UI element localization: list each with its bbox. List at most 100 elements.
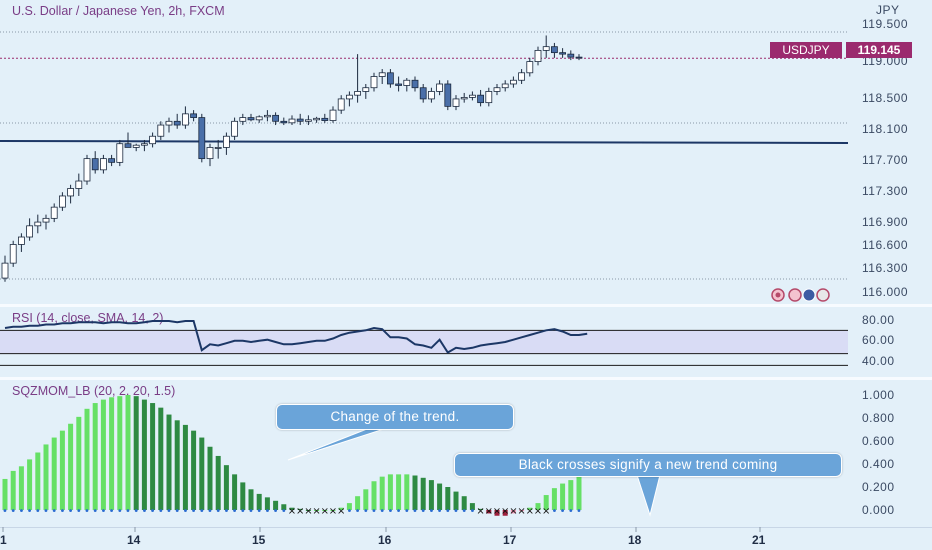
- momentum-bar: [576, 475, 582, 510]
- momentum-bar: [437, 483, 443, 510]
- momentum-bar: [305, 510, 311, 511]
- momentum-bar: [27, 459, 33, 510]
- candle-body: [460, 97, 468, 100]
- trend-change-callout[interactable]: Change of the trend.: [276, 404, 514, 430]
- momentum-bar: [396, 474, 402, 510]
- new-trend-callout[interactable]: Black crosses signify a new trend coming: [454, 453, 842, 477]
- momentum-bar: [240, 482, 246, 510]
- momentum-bar: [109, 397, 115, 510]
- squeeze-cross-mark: ×: [476, 506, 484, 517]
- candle-body: [173, 120, 181, 126]
- rsi-line: [4, 320, 588, 354]
- squeeze-dot-mark: •: [35, 506, 41, 517]
- squeeze-dot-mark: •: [2, 506, 8, 517]
- squeeze-dot-mark: •: [379, 506, 385, 517]
- candle-body: [280, 120, 288, 124]
- squeeze-cross-mark: ×: [534, 506, 542, 517]
- momentum-bar: [330, 510, 336, 511]
- candle-body: [551, 46, 558, 54]
- squeeze-dot-mark: •: [355, 506, 361, 517]
- momentum-bar: [404, 474, 410, 510]
- sqzmom-axis[interactable]: [848, 380, 932, 528]
- momentum-bar: [117, 396, 123, 510]
- candle-body: [395, 83, 403, 86]
- momentum-bar: [43, 444, 49, 510]
- squeeze-dot-mark: •: [43, 506, 49, 517]
- momentum-bar: [289, 507, 295, 510]
- squeeze-dot-mark: •: [174, 506, 180, 517]
- candle-body: [132, 144, 140, 148]
- sqzmom-tick-label: 0.800: [862, 411, 895, 425]
- candle-body: [329, 109, 337, 121]
- momentum-bar: [486, 510, 492, 514]
- sqzmom-tick-label: 0.000: [862, 503, 895, 517]
- momentum-bar: [469, 503, 475, 510]
- momentum-bar: [387, 474, 393, 510]
- last-price-tag: 119.145: [846, 42, 912, 58]
- momentum-bar: [207, 446, 213, 510]
- candle-body: [452, 98, 460, 107]
- squeeze-cross-mark: ×: [304, 506, 312, 517]
- candle-body: [149, 135, 157, 145]
- momentum-bar: [248, 489, 254, 510]
- candle-body: [370, 76, 378, 89]
- squeeze-cross-mark: ×: [509, 506, 517, 517]
- economic-events-icon-glyph: [771, 288, 830, 302]
- pane-separator[interactable]: [0, 304, 932, 307]
- pane-separator[interactable]: [0, 377, 932, 380]
- momentum-bar: [51, 437, 57, 510]
- date-label: 14: [127, 533, 141, 547]
- candle-body: [1, 262, 9, 279]
- price-pane[interactable]: [0, 0, 848, 304]
- momentum-bar: [297, 508, 303, 510]
- squeeze-dot-mark: •: [92, 506, 98, 517]
- squeeze-cross-mark: ×: [517, 506, 525, 517]
- momentum-bar: [502, 510, 508, 516]
- squeeze-dot-mark: •: [18, 506, 24, 517]
- squeeze-dot-mark: •: [346, 506, 352, 517]
- squeeze-dot-mark: •: [133, 506, 139, 517]
- candle-body: [42, 217, 50, 223]
- squeeze-cross-mark: ×: [542, 506, 550, 517]
- squeeze-dot-mark: •: [248, 506, 254, 517]
- momentum-bar: [535, 503, 541, 510]
- candle-body: [444, 83, 452, 107]
- candle-body: [337, 98, 345, 111]
- squeeze-dot-mark: •: [576, 506, 582, 517]
- squeeze-cross-mark: ×: [501, 506, 509, 517]
- momentum-bar: [510, 510, 516, 514]
- trend-change-pointer: [287, 426, 391, 461]
- candle-body: [17, 236, 25, 245]
- squeeze-dot-mark: •: [560, 506, 566, 517]
- squeeze-dot-mark: •: [150, 506, 156, 517]
- candle-body: [206, 147, 214, 160]
- price-tick-label: 117.700: [862, 153, 908, 167]
- momentum-bar: [371, 481, 377, 510]
- candle-body: [214, 147, 222, 149]
- momentum-bar: [355, 496, 361, 510]
- squeeze-dot-mark: •: [281, 506, 287, 517]
- momentum-bar: [527, 507, 533, 510]
- momentum-bar: [18, 466, 24, 510]
- momentum-bar: [92, 403, 98, 510]
- candle-body: [509, 79, 517, 85]
- price-tick-label: 116.300: [862, 261, 908, 275]
- squeeze-dot-mark: •: [363, 506, 369, 517]
- new-trend-pointer: [636, 474, 661, 517]
- squeeze-dot-mark: •: [223, 506, 229, 517]
- economic-events-icon[interactable]: [768, 287, 842, 303]
- momentum-bar: [84, 408, 90, 510]
- squeeze-cross-mark: ×: [312, 506, 320, 517]
- candle-body: [255, 116, 263, 121]
- candle-body: [345, 94, 353, 100]
- squeeze-dot-mark: •: [551, 506, 557, 517]
- sqzmom-tick-label: 0.200: [862, 480, 895, 494]
- momentum-bar: [379, 476, 385, 510]
- momentum-bar: [182, 424, 188, 510]
- squeeze-dot-mark: •: [387, 506, 393, 517]
- momentum-bar: [560, 483, 566, 510]
- candle-body: [9, 244, 17, 264]
- rsi-axis[interactable]: [848, 307, 932, 377]
- momentum-bar: [420, 477, 426, 510]
